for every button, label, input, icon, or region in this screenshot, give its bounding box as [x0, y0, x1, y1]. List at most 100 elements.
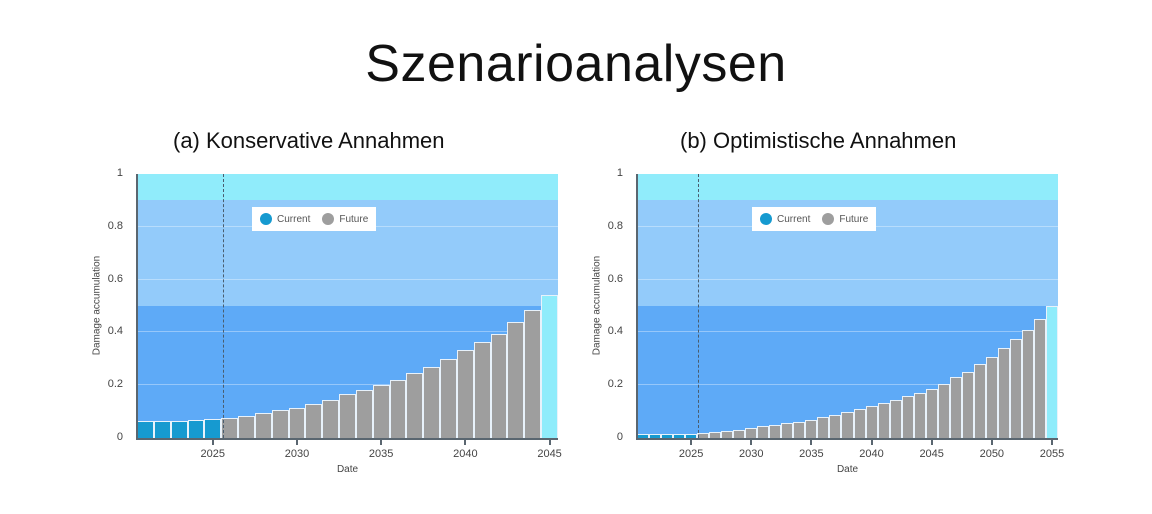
bar[interactable] — [1009, 339, 1022, 438]
chart-panel-b: (b) Optimistische Annahmen Current Future… — [576, 0, 1152, 514]
x-tick-label: 2030 — [739, 448, 764, 460]
bar[interactable] — [423, 366, 441, 438]
bar[interactable] — [757, 426, 770, 438]
x-axis-label: Date — [336, 464, 359, 475]
bar[interactable] — [238, 415, 255, 438]
bar[interactable] — [829, 414, 842, 438]
bar[interactable] — [985, 357, 998, 438]
bar[interactable] — [153, 420, 171, 438]
bar[interactable] — [541, 295, 558, 438]
bar[interactable] — [1033, 319, 1046, 438]
bar[interactable] — [781, 423, 794, 438]
bar[interactable] — [406, 373, 424, 438]
bar[interactable] — [937, 383, 950, 438]
bar[interactable] — [137, 420, 154, 438]
bar[interactable] — [853, 408, 866, 438]
y-tick-label: 0 — [116, 431, 123, 443]
bar[interactable] — [305, 403, 323, 438]
bar[interactable] — [817, 417, 830, 438]
x-tick-label: 2025 — [200, 448, 225, 460]
y-tick-label: 0.2 — [607, 378, 623, 391]
legend-item-current[interactable]: Current — [760, 213, 810, 225]
bar[interactable] — [221, 418, 239, 438]
current-dot-icon — [260, 213, 272, 225]
x-tick-mark — [295, 439, 298, 445]
chart-panel-a: (a) Konservative Annahmen Current Future 0… — [92, 128, 562, 475]
bar[interactable] — [913, 392, 926, 438]
bar[interactable] — [745, 427, 758, 438]
bar[interactable] — [456, 349, 474, 438]
y-tick-label: 0.6 — [107, 272, 123, 285]
x-tick-label: 2040 — [859, 448, 884, 460]
bar[interactable] — [877, 403, 890, 438]
bar[interactable] — [389, 379, 407, 438]
x-tick-mark — [870, 439, 873, 445]
x-tick-label: 2045 — [537, 448, 562, 460]
bar[interactable] — [661, 433, 674, 438]
bar[interactable] — [288, 407, 306, 438]
chart-title: (b) Optimistische Annahmen — [680, 128, 957, 153]
bar[interactable] — [187, 420, 205, 438]
bar[interactable] — [440, 358, 457, 438]
bar[interactable] — [1045, 306, 1058, 438]
bar[interactable] — [673, 433, 686, 438]
x-tick-mark — [211, 439, 214, 445]
bar[interactable] — [473, 341, 491, 438]
x-axis — [636, 438, 1058, 440]
bar[interactable] — [841, 411, 854, 438]
bar[interactable] — [1021, 329, 1034, 438]
bar[interactable] — [355, 390, 373, 438]
bar[interactable] — [865, 406, 878, 438]
x-tick-mark — [750, 439, 753, 445]
bar[interactable] — [685, 433, 698, 438]
bar[interactable] — [949, 377, 962, 438]
current-date-line — [698, 174, 700, 438]
bar[interactable] — [793, 421, 806, 438]
y-tick-label: 1 — [116, 167, 123, 179]
bar[interactable] — [709, 431, 722, 438]
bar[interactable] — [339, 394, 356, 438]
legend-item-future[interactable]: Future — [822, 213, 868, 225]
bar[interactable] — [507, 321, 525, 438]
bar[interactable] — [524, 309, 542, 438]
y-tick-label: 1 — [616, 167, 623, 179]
threshold-band — [637, 174, 1058, 201]
legend-item-future[interactable]: Future — [322, 213, 368, 225]
x-tick-mark — [380, 439, 383, 445]
legend: Current Future — [752, 207, 877, 231]
bar[interactable] — [697, 432, 710, 438]
bar[interactable] — [490, 333, 508, 438]
bar[interactable] — [372, 385, 390, 438]
bar[interactable] — [805, 419, 818, 438]
bar[interactable] — [271, 410, 289, 438]
bar[interactable] — [901, 395, 914, 438]
x-tick-mark — [464, 439, 467, 445]
future-dot-icon — [322, 213, 335, 225]
bar[interactable] — [204, 419, 222, 438]
bar[interactable] — [322, 399, 340, 438]
bar[interactable] — [769, 424, 782, 438]
x-tick-mark — [548, 439, 551, 445]
y-tick-label: 0.4 — [107, 325, 123, 338]
y-axis-label: Damage accumulation — [591, 255, 603, 356]
bar[interactable] — [889, 399, 902, 438]
x-tick-label: 2025 — [678, 448, 704, 460]
bar[interactable] — [961, 372, 974, 438]
bar[interactable] — [721, 430, 734, 438]
x-tick-label: 2055 — [1039, 448, 1065, 460]
bar[interactable] — [925, 389, 938, 438]
bar[interactable] — [973, 364, 986, 438]
bar[interactable] — [170, 420, 188, 438]
bar[interactable] — [649, 434, 662, 438]
bar[interactable] — [733, 429, 746, 438]
plot-area — [637, 174, 1058, 438]
legend-label: Future — [839, 213, 869, 225]
legend: Current Future — [252, 207, 377, 231]
x-tick-mark — [930, 439, 933, 445]
gridline — [637, 384, 1058, 386]
legend-item-current[interactable]: Current — [260, 213, 310, 225]
bar[interactable] — [254, 412, 272, 438]
x-tick-label: 2050 — [979, 448, 1005, 460]
bar[interactable] — [997, 348, 1010, 438]
page-title: Szenarioanalysen — [365, 35, 787, 93]
